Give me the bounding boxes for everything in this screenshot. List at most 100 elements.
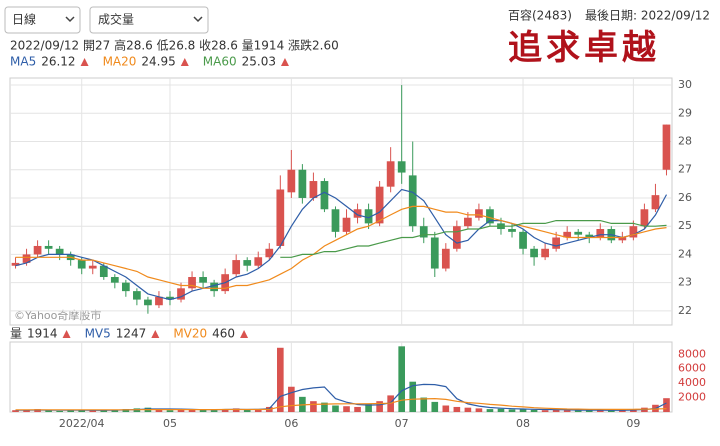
candle-body bbox=[629, 226, 638, 238]
volume-bar bbox=[619, 410, 626, 412]
y-tick-label: 30 bbox=[678, 78, 692, 91]
legend-arrow bbox=[80, 58, 89, 66]
volume-bar bbox=[398, 346, 405, 412]
candle-body bbox=[133, 291, 141, 300]
legend-value: 1914 bbox=[27, 327, 58, 341]
candle-body bbox=[199, 277, 207, 283]
candle-body bbox=[408, 175, 417, 227]
volume-bar bbox=[78, 409, 86, 412]
volume-bar bbox=[56, 410, 63, 412]
volume-bar bbox=[519, 409, 527, 412]
volume-bar bbox=[585, 410, 593, 412]
legend-arrow bbox=[180, 58, 189, 66]
candle-body bbox=[44, 245, 53, 249]
indicator-select[interactable] bbox=[89, 6, 209, 34]
legend-value: 460 bbox=[212, 327, 235, 341]
volume-bar bbox=[232, 408, 240, 412]
volume-bar bbox=[100, 410, 108, 412]
legend-value: 1247 bbox=[116, 327, 147, 341]
slogan: 追求卓越 bbox=[508, 28, 660, 68]
volume-bar bbox=[486, 409, 494, 412]
volume-bar bbox=[243, 409, 251, 412]
legend-name: MV20 bbox=[173, 327, 207, 341]
volume-bar bbox=[122, 409, 130, 412]
volume-bar bbox=[288, 386, 295, 412]
candle-body bbox=[309, 181, 318, 198]
candle-body bbox=[210, 282, 218, 292]
candle-body bbox=[99, 265, 108, 278]
y-tick-label: 4000 bbox=[678, 376, 706, 389]
volume-frame bbox=[9, 341, 673, 413]
ma-line bbox=[280, 220, 667, 258]
candle-body bbox=[254, 257, 263, 266]
legend-value: 24.95 bbox=[141, 55, 175, 69]
volume-bar bbox=[188, 409, 196, 412]
volume-bar bbox=[332, 405, 339, 412]
y-tick-label: 24 bbox=[678, 247, 692, 260]
volume-bar bbox=[199, 409, 207, 412]
candle-body bbox=[397, 161, 406, 173]
volume-bar bbox=[343, 406, 350, 412]
x-tick-label: 05 bbox=[163, 417, 177, 430]
y-tick-label: 27 bbox=[678, 163, 692, 176]
ma-line bbox=[15, 383, 667, 411]
legend-arrow bbox=[280, 58, 289, 66]
volume-bar bbox=[155, 409, 163, 412]
candle-body bbox=[475, 209, 483, 218]
volume-bar bbox=[574, 410, 582, 412]
candle-body bbox=[530, 248, 538, 258]
volume-bar bbox=[12, 410, 19, 412]
x-tick-label: 07 bbox=[395, 417, 409, 430]
candle-body bbox=[232, 260, 241, 275]
ma-line bbox=[15, 188, 668, 301]
y-tick-label: 29 bbox=[678, 106, 692, 119]
candle-body bbox=[22, 254, 31, 263]
legend-arrow bbox=[151, 330, 160, 338]
candle-body bbox=[320, 181, 329, 210]
volume-bar bbox=[663, 398, 670, 412]
watermark: ©Yahoo奇摩股市 bbox=[14, 308, 101, 322]
y-tick-label: 8000 bbox=[678, 347, 706, 360]
volume-bar bbox=[365, 404, 372, 412]
candle-body bbox=[508, 229, 516, 232]
y-tick-label: 26 bbox=[678, 191, 692, 204]
candle-body bbox=[353, 209, 362, 218]
candle-body bbox=[452, 226, 461, 249]
volume-bar bbox=[552, 409, 560, 412]
legend-name: 量 bbox=[10, 327, 22, 341]
candle-body bbox=[464, 217, 472, 227]
volume-bar bbox=[254, 409, 262, 412]
candle-body bbox=[33, 245, 42, 255]
x-tick-label: 08 bbox=[516, 417, 530, 430]
candle-body bbox=[121, 282, 130, 292]
volume-bar bbox=[563, 410, 571, 412]
volume-bar bbox=[23, 409, 30, 412]
x-tick-label: 06 bbox=[284, 417, 298, 430]
candle-body bbox=[375, 186, 384, 224]
candle-body bbox=[77, 260, 86, 269]
legend-name: MA60 bbox=[203, 55, 237, 69]
volume-bar bbox=[221, 409, 229, 412]
y-tick-label: 2000 bbox=[678, 391, 706, 404]
volume-bar bbox=[453, 406, 461, 412]
candle-body bbox=[618, 237, 627, 241]
candle-body bbox=[430, 237, 439, 269]
volume-bar bbox=[442, 405, 450, 412]
candle-body bbox=[574, 231, 583, 235]
volume-bar bbox=[45, 410, 52, 412]
volume-bar bbox=[177, 409, 185, 412]
period-select[interactable] bbox=[4, 6, 81, 34]
candle-body bbox=[585, 234, 594, 238]
stock-name: 百容(2483) bbox=[508, 8, 572, 23]
last-date: 最後日期: 2022/09/12 bbox=[585, 9, 710, 23]
y-tick-label: 25 bbox=[678, 219, 692, 232]
candle-body bbox=[651, 195, 660, 210]
candle-body bbox=[155, 296, 163, 306]
candle-body bbox=[177, 288, 185, 300]
chevron bbox=[65, 16, 75, 23]
candle-body bbox=[144, 299, 152, 306]
volume-bar bbox=[277, 347, 284, 412]
volume-bar bbox=[89, 410, 97, 412]
